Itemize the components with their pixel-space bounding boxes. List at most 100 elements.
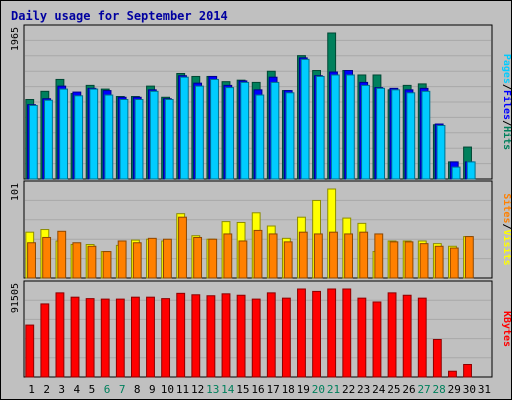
x-tick-label-8: 8 bbox=[134, 383, 141, 396]
bar-top-pages-day-3 bbox=[59, 88, 68, 180]
x-tick-label-1: 1 bbox=[28, 383, 35, 396]
x-tick-label-17: 17 bbox=[266, 383, 279, 396]
panel-mid-ymax-label: 101 bbox=[10, 183, 21, 201]
x-tick-label-25: 25 bbox=[387, 383, 400, 396]
bar-top-pages-day-18 bbox=[285, 92, 295, 180]
bar-top-pages-day-10 bbox=[164, 98, 174, 180]
bar-mid-sites-day-10 bbox=[162, 238, 172, 279]
x-tick-label-10: 10 bbox=[161, 383, 174, 396]
bar-mid-sites-day-22 bbox=[344, 233, 354, 279]
bar-mid-sites-day-19 bbox=[298, 231, 308, 279]
bar-mid-sites-day-18 bbox=[283, 241, 293, 279]
legend-label-mid-0: Sites bbox=[501, 193, 511, 223]
x-tick-label-18: 18 bbox=[282, 383, 295, 396]
x-tick-label-19: 19 bbox=[297, 383, 310, 396]
bar-top-pages-day-17 bbox=[270, 81, 280, 180]
bar-bot-kbytes-day-28 bbox=[432, 338, 442, 378]
x-tick-label-28: 28 bbox=[433, 383, 446, 396]
bar-bot-kbytes-day-30 bbox=[463, 363, 472, 378]
bar-top-pages-day-25 bbox=[391, 89, 401, 180]
bar-bot-kbytes-day-21 bbox=[327, 288, 337, 378]
x-tick-label-31: 31 bbox=[478, 383, 491, 396]
x-tick-label-12: 12 bbox=[191, 383, 204, 396]
legend-label-mid-1: / bbox=[501, 223, 511, 229]
bar-bot-kbytes-day-29 bbox=[448, 370, 457, 378]
bar-top-pages-day-27 bbox=[421, 90, 431, 180]
bar-bot-kbytes-day-12 bbox=[191, 294, 201, 378]
bar-bot-kbytes-day-24 bbox=[372, 301, 382, 378]
bar-top-pages-day-11 bbox=[179, 76, 189, 180]
bar-mid-sites-day-9 bbox=[147, 237, 157, 279]
legend-label-top-2: Files bbox=[501, 90, 511, 120]
bar-mid-sites-day-24 bbox=[374, 233, 384, 279]
bar-mid-sites-day-6 bbox=[102, 251, 112, 279]
bar-top-pages-day-6 bbox=[104, 94, 114, 180]
bar-top-pages-day-4 bbox=[74, 95, 84, 180]
x-tick-label-30: 30 bbox=[463, 383, 476, 396]
panel-bot-ymax-label: 91505 bbox=[10, 283, 21, 313]
bar-top-pages-day-9 bbox=[149, 90, 159, 180]
bar-bot-kbytes-day-3 bbox=[55, 292, 65, 378]
bar-mid-sites-day-7 bbox=[117, 240, 127, 279]
x-tick-label-6: 6 bbox=[104, 383, 111, 396]
bar-top-pages-day-12 bbox=[194, 85, 204, 180]
bar-mid-sites-day-2 bbox=[42, 236, 52, 279]
x-tick-label-24: 24 bbox=[372, 383, 386, 396]
x-tick-label-4: 4 bbox=[74, 383, 81, 396]
bar-bot-kbytes-day-17 bbox=[266, 292, 276, 378]
bar-top-pages-day-2 bbox=[44, 99, 53, 180]
bar-bot-kbytes-day-14 bbox=[221, 293, 231, 378]
bar-top-pages-day-30 bbox=[466, 161, 476, 180]
bar-mid-sites-day-17 bbox=[268, 233, 278, 279]
panel-top-ymax-label: 1965 bbox=[10, 27, 21, 51]
bar-bot-kbytes-day-22 bbox=[342, 288, 352, 378]
bar-mid-sites-day-30 bbox=[464, 236, 474, 279]
bar-top-pages-day-16 bbox=[255, 94, 265, 180]
x-tick-label-27: 27 bbox=[417, 383, 430, 396]
bar-mid-sites-day-25 bbox=[389, 241, 399, 279]
bar-mid-sites-day-13 bbox=[208, 238, 218, 279]
legend-label-top-1: / bbox=[501, 84, 511, 90]
x-tick-label-11: 11 bbox=[176, 383, 189, 396]
bar-bot-kbytes-day-16 bbox=[251, 298, 261, 378]
x-tick-label-23: 23 bbox=[357, 383, 370, 396]
chart-title: Daily usage for September 2014 bbox=[11, 9, 228, 23]
bar-bot-kbytes-day-13 bbox=[206, 295, 216, 378]
bar-bot-kbytes-day-27 bbox=[417, 297, 427, 378]
bar-bot-kbytes-day-4 bbox=[70, 296, 80, 378]
x-tick-label-7: 7 bbox=[119, 383, 126, 396]
legend-label-mid-2: Visits bbox=[501, 230, 511, 266]
legend-label-bot-0: KBytes bbox=[501, 311, 511, 347]
bar-bot-kbytes-day-15 bbox=[236, 294, 246, 378]
x-tick-label-14: 14 bbox=[221, 383, 235, 396]
bar-bot-kbytes-day-25 bbox=[387, 292, 397, 378]
bar-bot-kbytes-day-1 bbox=[25, 324, 35, 378]
x-tick-label-21: 21 bbox=[327, 383, 340, 396]
x-tick-label-5: 5 bbox=[89, 383, 96, 396]
bar-top-pages-day-14 bbox=[225, 87, 235, 180]
bar-bot-kbytes-day-8 bbox=[130, 296, 140, 378]
legend-label-top-4: Hits bbox=[501, 126, 511, 150]
bar-mid-sites-day-1 bbox=[27, 242, 36, 279]
bar-top-pages-day-7 bbox=[119, 98, 129, 180]
x-tick-label-13: 13 bbox=[206, 383, 219, 396]
bar-top-pages-day-5 bbox=[89, 88, 99, 180]
x-tick-label-9: 9 bbox=[149, 383, 156, 396]
bar-top-pages-day-24 bbox=[376, 87, 386, 180]
x-tick-label-22: 22 bbox=[342, 383, 355, 396]
bar-mid-sites-day-12 bbox=[193, 236, 203, 279]
bar-mid-sites-day-29 bbox=[449, 247, 459, 279]
bar-mid-sites-day-16 bbox=[253, 229, 263, 279]
bar-bot-kbytes-day-18 bbox=[281, 297, 291, 378]
bar-bot-kbytes-day-9 bbox=[146, 296, 155, 378]
bar-bot-kbytes-day-26 bbox=[402, 294, 412, 378]
bar-mid-sites-day-4 bbox=[72, 242, 82, 279]
bar-bot-kbytes-day-20 bbox=[312, 290, 322, 378]
x-tick-label-26: 26 bbox=[402, 383, 415, 396]
bar-bot-kbytes-day-5 bbox=[85, 298, 95, 378]
bar-mid-sites-day-3 bbox=[57, 230, 67, 279]
bar-bot-kbytes-day-19 bbox=[297, 288, 306, 378]
bar-top-pages-day-13 bbox=[210, 78, 219, 180]
bar-top-pages-day-20 bbox=[315, 75, 325, 180]
